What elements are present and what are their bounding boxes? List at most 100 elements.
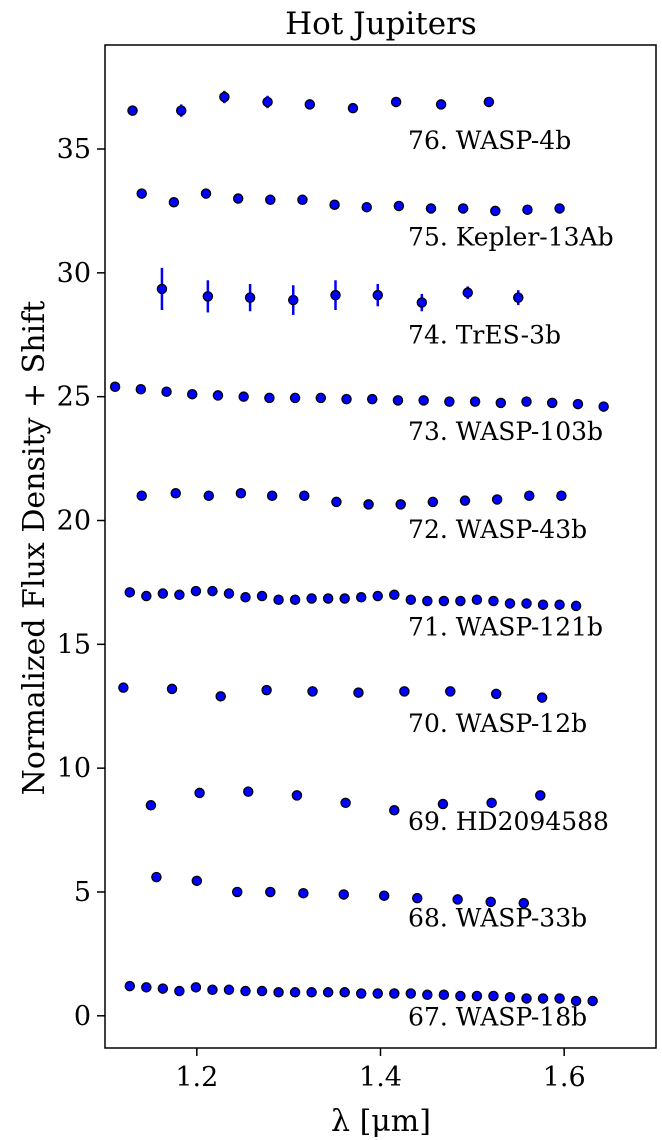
data-point [240, 592, 251, 603]
data-point [537, 993, 549, 1004]
data-point [488, 595, 499, 607]
data-point [366, 393, 378, 405]
data-point [570, 600, 582, 612]
data-point [331, 496, 342, 508]
series-3 [145, 786, 546, 816]
data-point [490, 688, 502, 700]
data-point [135, 383, 147, 395]
data-point [289, 594, 301, 605]
data-point [554, 203, 565, 214]
data-point [488, 990, 499, 1002]
y-tick-label: 5 [74, 877, 91, 908]
data-point [232, 193, 244, 204]
data-point [537, 599, 549, 610]
data-point [200, 188, 212, 199]
data-point [175, 105, 187, 116]
data-point [513, 292, 524, 303]
chart-title: Hot Jupiters [285, 6, 477, 42]
data-point [483, 96, 495, 108]
planet-label: 74. TrES-3b [408, 320, 561, 349]
data-point [256, 985, 268, 997]
data-point [141, 982, 152, 993]
y-tick-label: 20 [57, 505, 91, 536]
planet-label: 70. WASP-12b [408, 709, 587, 738]
data-point [157, 588, 169, 599]
data-point [459, 495, 471, 506]
data-point [393, 200, 405, 212]
data-point [554, 993, 565, 1004]
data-point [156, 283, 168, 295]
data-point [207, 984, 218, 996]
y-tick-label: 15 [57, 629, 91, 660]
data-point [452, 894, 463, 905]
y-tick-label: 30 [57, 258, 91, 289]
data-point [157, 983, 169, 994]
data-point [223, 984, 235, 996]
data-point [395, 499, 406, 510]
data-point [191, 875, 203, 887]
data-point [471, 990, 483, 1002]
data-point [215, 691, 226, 702]
data-point [390, 96, 402, 108]
plot-area: 67. WASP-18b 68. WASP-33b 69. HD2094588 70.… [109, 90, 614, 1032]
data-point [445, 686, 456, 697]
data-point [136, 490, 147, 501]
data-point [372, 988, 383, 999]
data-point [264, 392, 275, 404]
planet-label: 73. WASP-103b [408, 417, 603, 446]
data-point [372, 590, 383, 602]
data-point [266, 490, 278, 501]
data-point [235, 488, 247, 499]
data-point [438, 989, 450, 1001]
data-point [405, 988, 417, 999]
x-axis: 1.2 1.4 1.6 [175, 1048, 586, 1093]
data-point [521, 598, 532, 609]
data-point [435, 99, 447, 110]
data-point [378, 890, 390, 901]
series-8 [156, 267, 524, 315]
planet-label: 67. WASP-18b [408, 1003, 587, 1032]
series-2 [151, 871, 530, 909]
data-point [422, 989, 433, 1001]
data-point [491, 494, 503, 505]
data-point [322, 593, 334, 604]
data-point [207, 585, 218, 597]
planet-label: 71. WASP-121b [408, 613, 603, 642]
data-point [297, 194, 308, 206]
series-5 [124, 585, 582, 612]
data-point [273, 594, 284, 605]
data-point [355, 988, 367, 999]
data-point [299, 490, 310, 501]
series-1 [124, 980, 598, 1007]
data-point [361, 201, 372, 213]
data-point [405, 594, 417, 605]
data-point [136, 188, 147, 199]
x-tick-label: 1.2 [175, 1062, 218, 1093]
data-point [289, 987, 301, 998]
data-point [572, 398, 584, 410]
data-point [521, 993, 532, 1004]
data-point [587, 995, 598, 1007]
data-point [444, 396, 455, 407]
data-point [372, 289, 383, 301]
data-point [522, 204, 533, 215]
data-point [416, 297, 428, 308]
data-point [330, 289, 341, 301]
data-point [411, 892, 423, 904]
data-point [355, 592, 367, 603]
data-point [265, 194, 276, 206]
data-point [399, 686, 410, 697]
data-point [598, 401, 609, 412]
data-point [485, 896, 496, 908]
data-point [486, 797, 497, 809]
data-point [471, 594, 483, 605]
data-point [298, 887, 309, 899]
data-point [392, 395, 404, 406]
data-point [504, 598, 516, 609]
data-point [168, 197, 180, 208]
data-point [389, 805, 400, 816]
series-9 [136, 188, 565, 217]
x-tick-label: 1.4 [359, 1062, 402, 1093]
data-point [262, 96, 273, 108]
